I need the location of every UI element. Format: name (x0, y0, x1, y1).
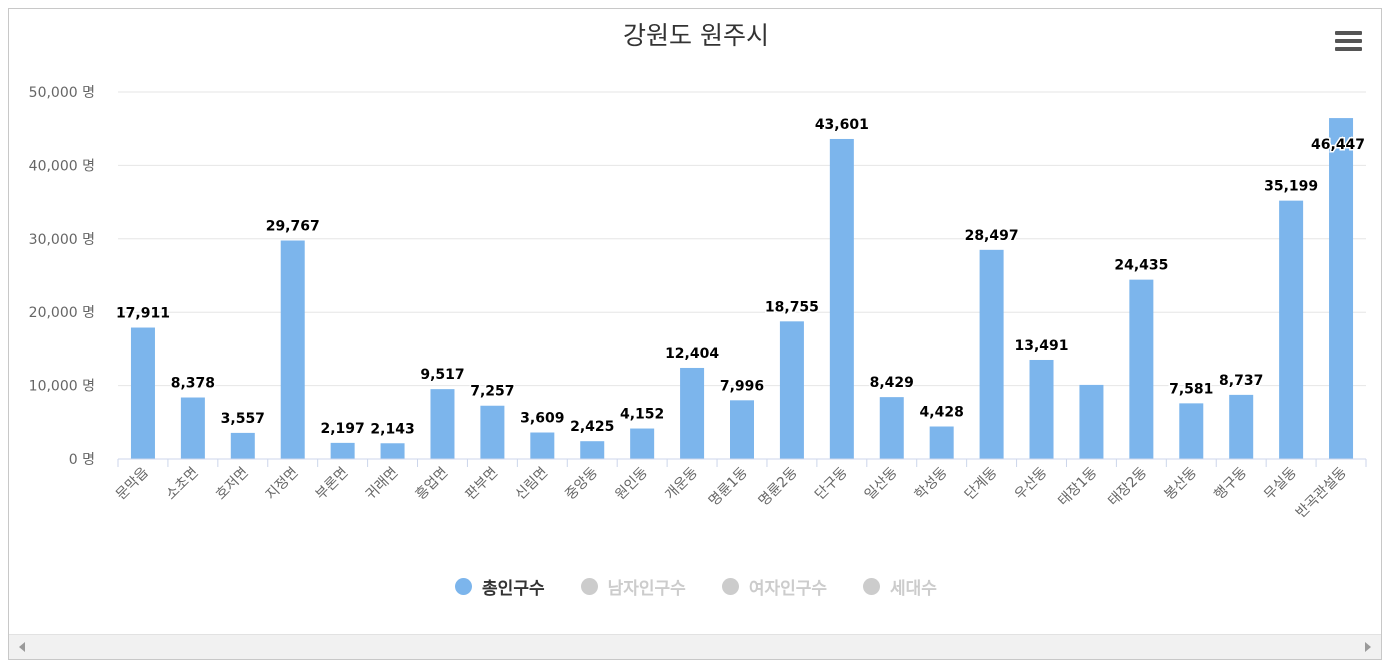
x-category-label: 문막읍 (113, 464, 152, 503)
bar[interactable] (380, 443, 405, 459)
bar[interactable] (630, 428, 655, 459)
legend-label: 총인구수 (482, 578, 545, 599)
data-label: 17,911 (116, 306, 170, 322)
x-category-label: 단구동 (812, 464, 851, 503)
hamburger-menu-icon[interactable] (1335, 31, 1362, 53)
data-label: 2,425 (570, 419, 614, 435)
legend-item-total[interactable]: 총인구수 (455, 574, 545, 599)
y-tick-label: 10,000 명 (29, 379, 95, 395)
bar[interactable] (779, 321, 804, 459)
bar[interactable] (829, 138, 854, 459)
bar[interactable] (929, 426, 954, 459)
bar[interactable] (1179, 403, 1204, 459)
legend-label: 세대수 (890, 578, 937, 599)
x-category-label: 태장1동 (1055, 464, 1100, 509)
legend-dot-icon (455, 577, 473, 595)
legend-label: 남자인구수 (607, 578, 686, 599)
chart-title: 강원도 원주시 (623, 21, 769, 50)
bar[interactable] (1229, 394, 1254, 459)
bar[interactable] (1329, 118, 1354, 460)
x-category-label: 흥업면 (413, 465, 452, 504)
data-label: 24,435 (1114, 258, 1168, 274)
y-tick-label: 0 명 (69, 452, 95, 468)
data-label: 35,199 (1264, 179, 1318, 195)
bar[interactable] (979, 249, 1004, 459)
scroll-right-arrow-icon[interactable] (1365, 642, 1371, 652)
x-category-label: 명륜1동 (706, 464, 751, 509)
bar[interactable] (1129, 279, 1154, 459)
x-category-label: 명륜2동 (756, 464, 801, 509)
data-label: 7,581 (1169, 381, 1213, 397)
x-category-label: 행구동 (1211, 464, 1250, 503)
data-label: 29,767 (266, 219, 320, 235)
data-label: 8,737 (1219, 373, 1263, 389)
bar[interactable] (280, 240, 305, 459)
x-category-label: 무실동 (1261, 464, 1300, 503)
x-category-label: 우산동 (1012, 464, 1051, 503)
x-category-label: 단계동 (962, 464, 1001, 503)
data-label: 46,447 (1311, 137, 1365, 153)
bar[interactable] (130, 327, 155, 459)
x-category-label: 봉산동 (1161, 464, 1200, 503)
bar[interactable] (580, 441, 605, 459)
data-label: 4,428 (920, 404, 964, 420)
horizontal-scrollbar[interactable] (9, 634, 1381, 659)
data-label: 8,429 (870, 375, 914, 391)
data-label: 2,197 (320, 421, 364, 437)
data-label: 4,152 (620, 407, 664, 423)
data-label: 12,404 (665, 346, 719, 362)
legend-dot-icon (721, 577, 739, 595)
bar[interactable] (180, 397, 205, 459)
y-tick-label: 50,000 명 (29, 85, 95, 101)
scroll-left-arrow-icon[interactable] (19, 642, 25, 652)
data-label: 18,755 (765, 299, 819, 315)
bar[interactable] (1279, 200, 1304, 459)
bar[interactable] (530, 432, 555, 459)
y-tick-label: 40,000 명 (29, 158, 95, 174)
x-category-label: 태장2동 (1105, 464, 1150, 509)
x-category-label: 판부면 (463, 465, 502, 504)
bar[interactable] (879, 397, 904, 459)
legend-item-female[interactable]: 여자인구수 (721, 574, 828, 599)
legend-label: 여자인구수 (748, 578, 828, 599)
data-label: 8,378 (171, 376, 215, 392)
x-category-label: 학성동 (912, 464, 951, 503)
bar[interactable] (430, 389, 455, 459)
x-category-label: 부론면 (313, 465, 352, 504)
legend-item-households[interactable]: 세대수 (863, 574, 937, 599)
bar[interactable] (230, 432, 255, 459)
data-label: 2,143 (370, 421, 414, 437)
bar[interactable] (730, 400, 754, 459)
bar[interactable] (1079, 384, 1104, 459)
data-label: 13,491 (1015, 338, 1069, 354)
legend-item-male[interactable]: 남자인구수 (580, 574, 686, 599)
legend-dot-icon (863, 577, 881, 595)
x-category-label: 일산동 (862, 464, 901, 503)
x-category-label: 원인동 (612, 464, 651, 503)
data-label: 9,517 (420, 367, 464, 383)
y-tick-label: 30,000 명 (29, 232, 95, 248)
data-label: 43,601 (815, 117, 869, 133)
bar[interactable] (330, 442, 355, 459)
data-label: 3,609 (520, 411, 564, 427)
x-category-label: 반곡관설동 (1293, 464, 1350, 521)
x-category-label: 중앙동 (562, 464, 601, 503)
bar[interactable] (480, 405, 505, 459)
data-label: 7,996 (720, 378, 764, 394)
data-label: 7,257 (470, 384, 514, 400)
x-category-label: 귀래면 (363, 465, 402, 504)
legend-dot-icon (580, 577, 598, 595)
data-label: 28,497 (965, 228, 1019, 244)
x-category-label: 지정면 (263, 465, 302, 504)
chart-legend: 총인구수 남자인구수 여자인구수 세대수 (0, 574, 1392, 599)
bar[interactable] (680, 367, 705, 459)
bar[interactable] (1029, 359, 1054, 459)
data-label: 3,557 (221, 411, 265, 427)
x-category-label: 호저면 (213, 465, 252, 504)
x-category-label: 신림면 (513, 465, 552, 504)
y-tick-label: 20,000 명 (29, 305, 95, 321)
x-category-label: 소초면 (163, 465, 202, 504)
x-category-label: 개운동 (662, 464, 701, 503)
